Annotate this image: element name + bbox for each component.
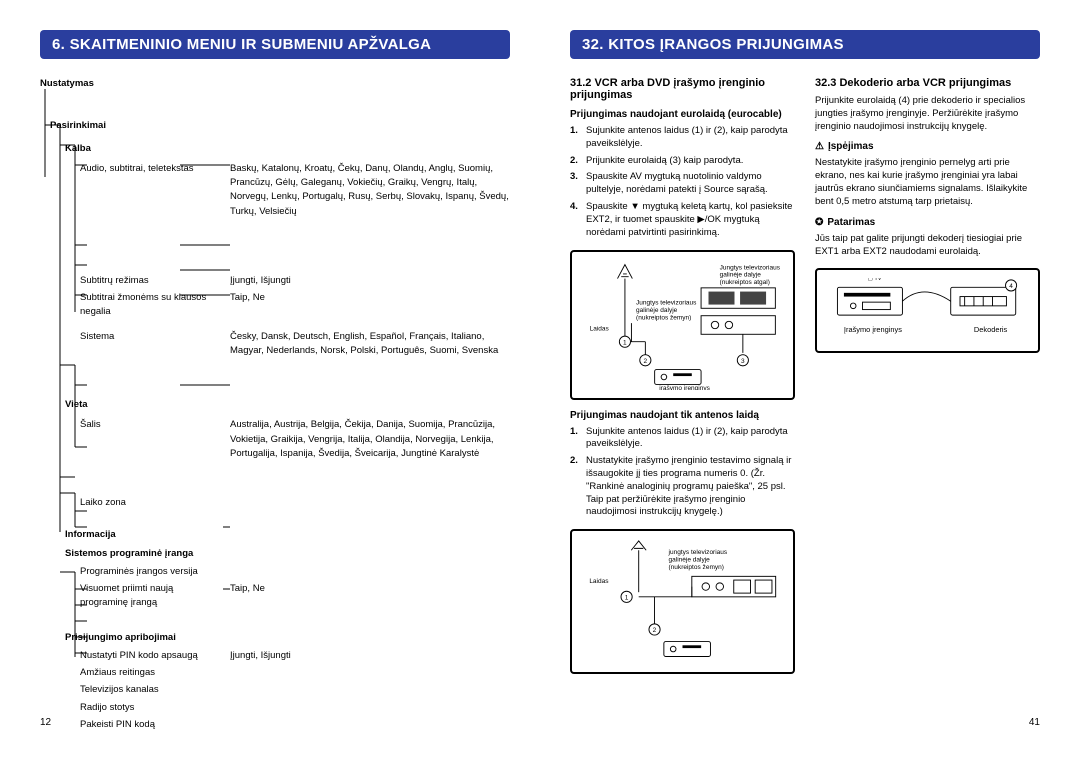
svg-text:jungtys televizoriaus: jungtys televizoriaus <box>668 549 728 556</box>
tree-item: Televizijos kanalas <box>80 683 510 697</box>
svg-text:įrašymo įrenginys: įrašymo įrenginys <box>659 385 710 390</box>
svg-text:Jungtys televizoriaus: Jungtys televizoriaus <box>720 264 781 271</box>
svg-text:Laidas: Laidas <box>589 578 609 585</box>
tree-item: Laiko zona <box>80 496 510 510</box>
svg-text:Jungtys televizoriaus: Jungtys televizoriaus <box>636 299 697 306</box>
svg-text:▢ TV: ▢ TV <box>868 278 882 282</box>
svg-text:Įrašymo įrenginys: Įrašymo įrenginys <box>844 325 902 334</box>
tree-item: Šalis Australija, Austrija, Belgija, Ček… <box>80 418 510 461</box>
connection-diagram-1: Jungtys televizoriaus galinėje dalyje (n… <box>570 250 795 400</box>
right-page: 32. KITOS ĮRANGOS PRIJUNGIMAS 31.2 VCR a… <box>570 30 1040 733</box>
section-title: 31.2 VCR arba DVD įrašymo įrenginio prij… <box>570 77 795 101</box>
svg-text:galinėje dalyje: galinėje dalyje <box>720 271 762 278</box>
section-header: 6. SKAITMENINIO MENIU IR SUBMENIU APŽVAL… <box>40 30 510 59</box>
tip-text: Jūs taip pat galite prijungti dekoderį t… <box>815 233 1040 259</box>
page-number: 41 <box>1029 717 1040 728</box>
svg-text:(nukreiptos žemyn): (nukreiptos žemyn) <box>636 314 691 321</box>
warning-heading: Įspėjimas <box>815 141 1040 152</box>
svg-text:(nukreiptos atgal): (nukreiptos atgal) <box>720 279 770 286</box>
tree-item: Radijo stotys <box>80 701 510 715</box>
tree-vieta: Vieta <box>65 398 510 412</box>
tip-heading: Patarimas <box>815 217 1040 228</box>
tree-item: Sistema Česky, Dansk, Deutsch, English, … <box>80 330 510 359</box>
paragraph: Prijunkite eurolaidą (4) prie dekoderio … <box>815 95 1040 133</box>
tree-item: Amžiaus reitingas <box>80 666 510 680</box>
tree-pasirinkimai: Pasirinkimai <box>50 119 510 133</box>
tree-root: Nustatymas <box>40 77 510 91</box>
column-1: 31.2 VCR arba DVD įrašymo įrenginio prij… <box>570 77 795 684</box>
menu-tree: Nustatymas Pasirinkimai Kalba Audio, sub… <box>40 77 510 732</box>
warning-text: Nestatykite įrašymo įrenginio pernelyg a… <box>815 157 1040 208</box>
tree-item: Visuomet priimti naują programinę įrangą… <box>80 582 510 611</box>
tree-kalba: Kalba <box>65 142 510 156</box>
svg-text:(nukreiptos žemyn): (nukreiptos žemyn) <box>669 564 724 571</box>
tree-item: Nustatyti PIN kodo apsaugą Įjungti, Išju… <box>80 649 510 663</box>
diagram-svg: ▢ TV 4 Įrašymo įrenginys Dekoderis <box>825 278 1030 343</box>
connection-diagram-3: ▢ TV 4 Įrašymo įrenginys Dekoderis <box>815 268 1040 353</box>
tree-item: Pakeisti PIN kodą <box>80 718 510 732</box>
section-header: 32. KITOS ĮRANGOS PRIJUNGIMAS <box>570 30 1040 59</box>
steps-list: 1.Sujunkite antenos laidus (1) ir (2), k… <box>570 426 795 520</box>
svg-text:1: 1 <box>623 339 627 346</box>
sub-heading: Prijungimas naudojant eurolaidą (eurocab… <box>570 109 795 120</box>
diagram-svg: jungtys televizoriaus galinėje dalyje (n… <box>580 539 785 664</box>
svg-text:3: 3 <box>741 358 745 365</box>
tree-sistemos: Sistemos programinė įranga <box>65 547 510 561</box>
svg-text:Dekoderis: Dekoderis <box>974 325 1008 334</box>
tree-item: Subtitrai žmonėms su klausos negalia Tai… <box>80 291 510 320</box>
sub-heading: Prijungimas naudojant tik antenos laidą <box>570 410 795 421</box>
svg-text:2: 2 <box>644 358 648 365</box>
left-page: 6. SKAITMENINIO MENIU IR SUBMENIU APŽVAL… <box>40 30 510 733</box>
svg-text:1: 1 <box>625 595 629 602</box>
tree-item: Subtitrų režimas Įjungti, Išjungti <box>80 274 510 288</box>
svg-text:2: 2 <box>653 627 657 634</box>
tree-informacija: Informacija <box>65 528 510 542</box>
svg-text:4: 4 <box>1009 284 1013 291</box>
tree-prisijungimo: Prisijungimo apribojimai <box>65 631 510 645</box>
tree-item: Audio, subtitrai, teletekstas Baskų, Kat… <box>80 162 510 219</box>
svg-text:galinėje dalyje: galinėje dalyje <box>669 557 711 564</box>
column-2: 32.3 Dekoderio arba VCR prijungimas Prij… <box>815 77 1040 684</box>
section-title: 32.3 Dekoderio arba VCR prijungimas <box>815 77 1040 89</box>
steps-list: 1.Sujunkite antenos laidus (1) ir (2), k… <box>570 125 795 240</box>
svg-text:Laidas: Laidas <box>590 325 610 332</box>
diagram-svg: Jungtys televizoriaus galinėje dalyje (n… <box>580 260 785 390</box>
tree-item: Programinės įrangos versija <box>80 565 510 579</box>
svg-text:galinėje dalyje: galinėje dalyje <box>636 307 678 314</box>
connection-diagram-2: jungtys televizoriaus galinėje dalyje (n… <box>570 529 795 674</box>
